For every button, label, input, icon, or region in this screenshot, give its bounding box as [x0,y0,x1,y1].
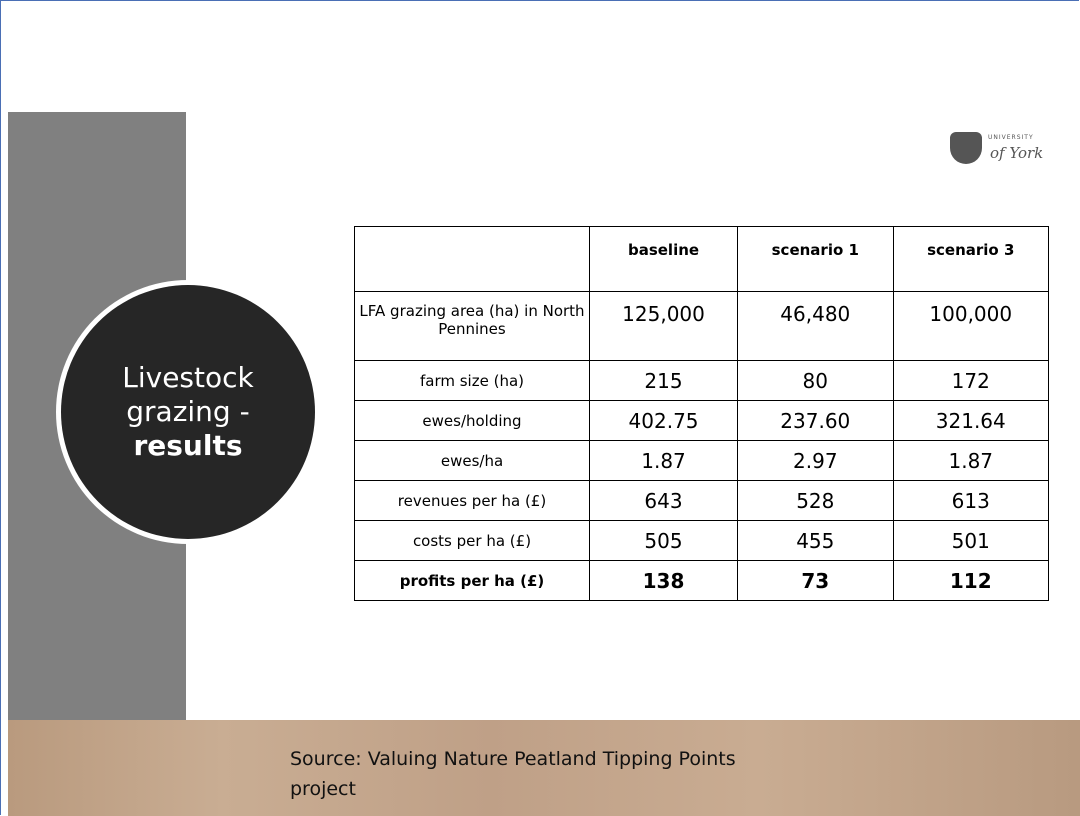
table-row: farm size (ha) 215 80 172 [354,360,1050,401]
table-row: profits per ha (£) 138 73 112 [354,560,1050,601]
table-cell: 613 [892,480,1050,521]
table-cell: 172 [892,360,1050,401]
table-cell: 501 [892,520,1050,561]
title: Livestock grazing - results [61,285,315,539]
table-cell: 80 [737,360,894,401]
header-row: baseline scenario 1 scenario 3 [354,226,1050,292]
table-cell: 237.60 [737,400,894,441]
logo-text: of York [990,144,1044,162]
table-row: revenues per ha (£) 643 528 613 [354,480,1050,521]
row-label: farm size (ha) [354,360,590,401]
table-cell: 138 [588,560,739,601]
table-cell: 643 [588,480,739,521]
table-row: ewes/holding 402.75 237.60 321.64 [354,400,1050,441]
table-cell: 505 [588,520,739,561]
header-cell: baseline [588,226,739,292]
title-line: results [133,429,243,462]
source-line: Source: Valuing Nature Peatland Tipping … [290,748,736,770]
table-cell: 125,000 [588,291,739,361]
university-logo: UNIVERSITY of York [950,130,1076,168]
table-cell: 402.75 [588,400,739,441]
table-cell: 528 [737,480,894,521]
row-label: profits per ha (£) [354,560,590,601]
table-cell: 321.64 [892,400,1050,441]
table-cell: 73 [737,560,894,601]
table-cell: 46,480 [737,291,894,361]
title-line: Livestock [122,361,254,394]
footer-band [8,720,1080,816]
header-cell: scenario 3 [892,226,1050,292]
title-circle: Livestock grazing - results [56,280,320,544]
table-cell: 1.87 [588,440,739,481]
logo-crest [950,132,982,164]
table-cell: 215 [588,360,739,401]
row-label: ewes/ha [354,440,590,481]
results-table: baseline scenario 1 scenario 3 LFA grazing … [354,226,1050,601]
row-label: costs per ha (£) [354,520,590,561]
row-label: revenues per ha (£) [354,480,590,521]
row-label: ewes/holding [354,400,590,441]
table-cell: 455 [737,520,894,561]
table-cell: 1.87 [892,440,1050,481]
table-row: LFA grazing area (ha) in North Pennines 1… [354,291,1050,361]
table-cell: 100,000 [892,291,1050,361]
table-cell: 112 [892,560,1050,601]
source-line: project [290,778,356,800]
table-cell: 2.97 [737,440,894,481]
source-note: Source: Valuing Nature Peatland Tipping … [290,744,736,804]
logo-text: UNIVERSITY [988,134,1034,141]
table-body: baseline scenario 1 scenario 3 LFA grazing … [354,226,1050,601]
header-cell [354,226,590,292]
table-row: costs per ha (£) 505 455 501 [354,520,1050,561]
row-label: LFA grazing area (ha) in North Pennines [354,291,590,361]
table-row: ewes/ha 1.87 2.97 1.87 [354,440,1050,481]
title-line: grazing - [126,395,250,428]
header-cell: scenario 1 [737,226,894,292]
